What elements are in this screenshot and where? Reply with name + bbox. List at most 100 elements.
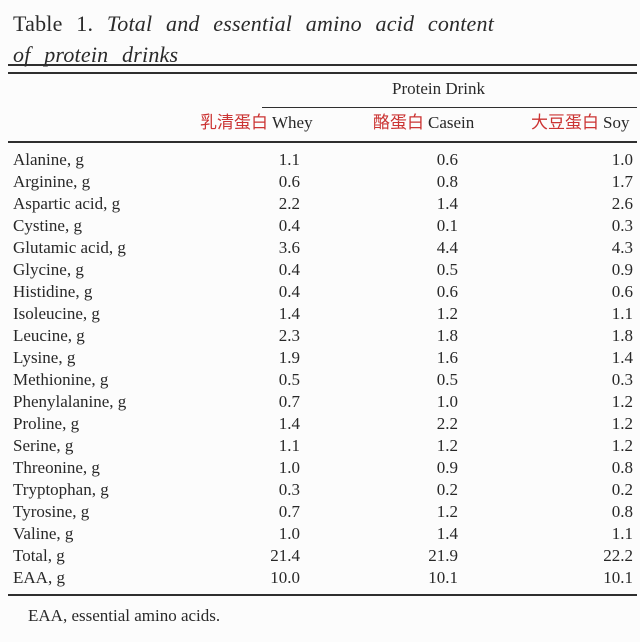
whey-annotation-cn: 乳清蛋白 (200, 113, 268, 132)
table-row: Tyrosine, g 0.7 1.2 0.8 (8, 501, 637, 523)
value-casein: 1.2 (436, 436, 458, 455)
row-label: Tyrosine, g (13, 502, 90, 521)
column-header-whey: 乳清蛋白 Whey (200, 112, 313, 134)
table-row: Methionine, g 0.5 0.5 0.3 (8, 369, 637, 391)
row-label: Aspartic acid, g (13, 194, 121, 213)
row-label: Serine, g (13, 436, 74, 455)
table-row: Threonine, g 1.0 0.9 0.8 (8, 457, 637, 479)
value-whey: 0.4 (278, 282, 300, 301)
value-whey: 1.1 (278, 150, 300, 169)
value-soy: 0.6 (611, 282, 633, 301)
value-whey: 2.3 (278, 326, 300, 345)
row-label: Arginine, g (13, 172, 91, 191)
casein-label: Casein (428, 113, 475, 132)
row-label: Alanine, g (13, 150, 84, 169)
value-casein: 0.8 (436, 172, 458, 191)
value-whey: 1.9 (278, 348, 300, 367)
value-soy: 0.3 (611, 370, 633, 389)
value-casein: 1.2 (436, 304, 458, 323)
value-whey: 21.4 (270, 546, 300, 565)
table-row: Glycine, g 0.4 0.5 0.9 (8, 259, 637, 281)
group-header-rule (262, 107, 637, 108)
value-soy: 1.1 (611, 524, 633, 543)
table-caption-line1: Total and essential amino acid content (106, 11, 495, 36)
value-whey: 0.6 (278, 172, 300, 191)
table-row: Proline, g 1.4 2.2 1.2 (8, 413, 637, 435)
table-caption-line2: of protein drinks (13, 42, 179, 67)
value-casein: 0.2 (436, 480, 458, 499)
table-row: Serine, g 1.1 1.2 1.2 (8, 435, 637, 457)
row-label: Tryptophan, g (13, 480, 109, 499)
value-whey: 1.1 (278, 436, 300, 455)
table-row: Histidine, g 0.4 0.6 0.6 (8, 281, 637, 303)
value-whey: 1.0 (278, 524, 300, 543)
table-row: Tryptophan, g 0.3 0.2 0.2 (8, 479, 637, 501)
value-whey: 0.3 (278, 480, 300, 499)
row-label: Leucine, g (13, 326, 85, 345)
value-whey: 1.0 (278, 458, 300, 477)
value-casein: 0.5 (436, 260, 458, 279)
bottom-rule (8, 594, 637, 596)
table-row: Arginine, g 0.6 0.8 1.7 (8, 171, 637, 193)
value-casein: 1.0 (436, 392, 458, 411)
soy-annotation-cn: 大豆蛋白 (531, 113, 599, 132)
table-row: Total, g 21.4 21.9 22.2 (8, 545, 637, 567)
value-soy: 22.2 (603, 546, 633, 565)
value-casein: 0.6 (436, 150, 458, 169)
value-casein: 1.8 (436, 326, 458, 345)
value-casein: 0.5 (436, 370, 458, 389)
value-casein: 1.2 (436, 502, 458, 521)
value-soy: 4.3 (611, 238, 633, 257)
value-whey: 0.4 (278, 260, 300, 279)
value-soy: 1.2 (611, 436, 633, 455)
value-casein: 0.1 (436, 216, 458, 235)
value-casein: 2.2 (436, 414, 458, 433)
row-label: Total, g (13, 546, 65, 565)
value-casein: 4.4 (436, 238, 458, 257)
value-soy: 0.3 (611, 216, 633, 235)
value-soy: 1.2 (611, 392, 633, 411)
value-casein: 0.9 (436, 458, 458, 477)
value-whey: 2.2 (278, 194, 300, 213)
top-double-rule (8, 64, 637, 74)
table-row: Lysine, g 1.9 1.6 1.4 (8, 347, 637, 369)
value-soy: 1.8 (611, 326, 633, 345)
table-row: Alanine, g 1.1 0.6 1.0 (8, 149, 637, 171)
column-header-soy: 大豆蛋白 Soy (531, 112, 629, 134)
value-soy: 1.7 (611, 172, 633, 191)
table-body: Alanine, g 1.1 0.6 1.0 Arginine, g 0.6 0.8 1.7 A… (8, 149, 637, 589)
value-whey: 3.6 (278, 238, 300, 257)
table-title: Table 1. Total and essential amino acid … (13, 8, 525, 70)
table-row: Phenylalanine, g 0.7 1.0 1.2 (8, 391, 637, 413)
value-casein: 1.4 (436, 524, 458, 543)
column-header-casein: 酪蛋白 Casein (373, 112, 474, 134)
value-whey: 0.5 (278, 370, 300, 389)
value-soy: 10.1 (603, 568, 633, 587)
value-soy: 0.2 (611, 480, 633, 499)
row-label: Glutamic acid, g (13, 238, 126, 257)
table-row: Cystine, g 0.4 0.1 0.3 (8, 215, 637, 237)
row-label: Glycine, g (13, 260, 84, 279)
row-label: Methionine, g (13, 370, 109, 389)
row-label: Cystine, g (13, 216, 82, 235)
row-label: Lysine, g (13, 348, 76, 367)
value-soy: 0.8 (611, 458, 633, 477)
row-label: EAA, g (13, 568, 65, 587)
row-label: Threonine, g (13, 458, 100, 477)
value-casein: 10.1 (428, 568, 458, 587)
value-casein: 21.9 (428, 546, 458, 565)
value-soy: 1.0 (611, 150, 633, 169)
table-row: EAA, g 10.0 10.1 10.1 (8, 567, 637, 589)
header-rule (8, 141, 637, 143)
soy-label: Soy (603, 113, 630, 132)
value-soy: 1.4 (611, 348, 633, 367)
value-whey: 0.7 (278, 502, 300, 521)
table-row: Valine, g 1.0 1.4 1.1 (8, 523, 637, 545)
whey-label: Whey (272, 113, 313, 132)
value-casein: 0.6 (436, 282, 458, 301)
value-casein: 1.6 (436, 348, 458, 367)
table-number: Table 1. (13, 11, 94, 36)
row-label: Phenylalanine, g (13, 392, 127, 411)
row-label: Proline, g (13, 414, 80, 433)
